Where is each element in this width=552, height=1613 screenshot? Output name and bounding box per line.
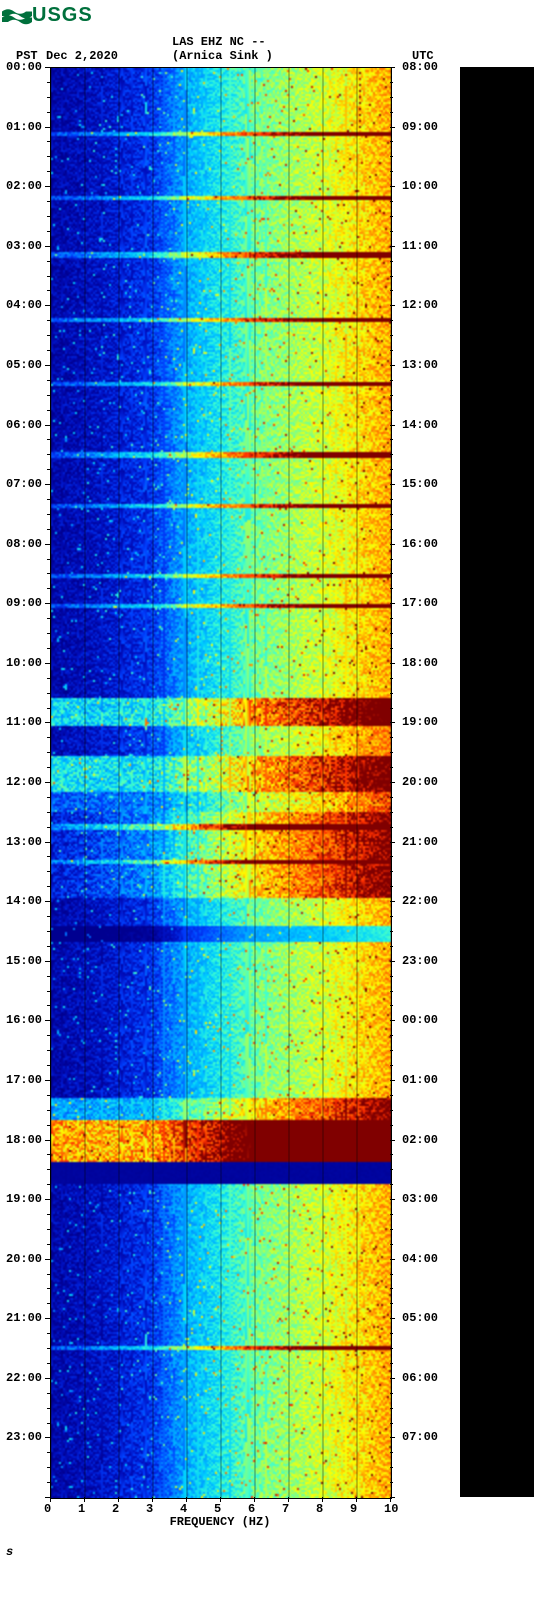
- plot-area: [50, 67, 392, 1499]
- y-right-tick-label: 16:00: [402, 537, 438, 551]
- x-tick-label: 1: [78, 1502, 85, 1516]
- y-right-tick-label: 05:00: [402, 1311, 438, 1325]
- y-left-tick-label: 00:00: [6, 60, 42, 74]
- y-left-tick-label: 08:00: [6, 537, 42, 551]
- y-right-tick-label: 20:00: [402, 775, 438, 789]
- usgs-wave-icon: [2, 7, 32, 25]
- y-left-tick-label: 11:00: [6, 715, 42, 729]
- y-right-tick-label: 18:00: [402, 656, 438, 670]
- y-left-tick-label: 20:00: [6, 1252, 42, 1266]
- plot-header: PST Dec 2,2020 LAS EHZ NC -- (Arnica Sin…: [0, 31, 552, 67]
- y-left-tick-label: 10:00: [6, 656, 42, 670]
- y-right-tick-label: 07:00: [402, 1430, 438, 1444]
- y-right-tick-label: 13:00: [402, 358, 438, 372]
- y-left-tick-label: 18:00: [6, 1133, 42, 1147]
- y-right-tick-label: 11:00: [402, 239, 438, 253]
- y-left-tick-label: 02:00: [6, 179, 42, 193]
- y-right-tick-label: 02:00: [402, 1133, 438, 1147]
- y-left-tick-label: 12:00: [6, 775, 42, 789]
- y-right-tick-label: 08:00: [402, 60, 438, 74]
- x-tick-label: 9: [350, 1502, 357, 1516]
- y-right-tick-label: 17:00: [402, 596, 438, 610]
- y-right-tick-label: 10:00: [402, 179, 438, 193]
- x-tick-label: 0: [44, 1502, 51, 1516]
- x-tick-label: 5: [214, 1502, 221, 1516]
- y-right-tick-label: 09:00: [402, 120, 438, 134]
- y-left-tick-label: 04:00: [6, 298, 42, 312]
- y-left-tick-label: 19:00: [6, 1192, 42, 1206]
- y-right-tick-label: 12:00: [402, 298, 438, 312]
- y-left-tick-label: 21:00: [6, 1311, 42, 1325]
- station-line2: (Arnica Sink ): [172, 49, 273, 63]
- x-tick-label: 4: [180, 1502, 187, 1516]
- y-left-tick-label: 22:00: [6, 1371, 42, 1385]
- x-tick-label: 10: [384, 1502, 398, 1516]
- y-left-tick-label: 16:00: [6, 1013, 42, 1027]
- y-right-tick-label: 19:00: [402, 715, 438, 729]
- y-left-tick-label: 13:00: [6, 835, 42, 849]
- spectrogram-canvas: [51, 68, 391, 1498]
- x-tick-label: 3: [146, 1502, 153, 1516]
- x-tick-label: 6: [248, 1502, 255, 1516]
- y-right-tick-label: 15:00: [402, 477, 438, 491]
- y-left-tick-label: 03:00: [6, 239, 42, 253]
- footer-mark: s: [6, 1545, 13, 1559]
- y-right-tick-label: 00:00: [402, 1013, 438, 1027]
- colorbar: [460, 67, 534, 1497]
- spectrogram-plot: 00:00 01:00 02:00 03:00 04:00 05:00 06:00 07:00…: [0, 67, 552, 1557]
- y-right-tick-label: 06:00: [402, 1371, 438, 1385]
- date-label: Dec 2,2020: [46, 49, 118, 63]
- y-right-tick-label: 21:00: [402, 835, 438, 849]
- y-right-tick-label: 01:00: [402, 1073, 438, 1087]
- y-left-tick-label: 14:00: [6, 894, 42, 908]
- x-axis-label: FREQUENCY (HZ): [50, 1515, 390, 1529]
- y-right-tick-label: 22:00: [402, 894, 438, 908]
- y-left-tick-label: 23:00: [6, 1430, 42, 1444]
- y-left-tick-label: 05:00: [6, 358, 42, 372]
- y-left-tick-label: 01:00: [6, 120, 42, 134]
- x-tick-label: 2: [112, 1502, 119, 1516]
- x-tick-label: 8: [316, 1502, 323, 1516]
- x-tick-label: 7: [282, 1502, 289, 1516]
- y-right-tick-label: 14:00: [402, 418, 438, 432]
- usgs-logo-text: USGS: [32, 4, 93, 27]
- y-left-tick-label: 06:00: [6, 418, 42, 432]
- station-line1: LAS EHZ NC --: [172, 35, 266, 49]
- y-right-tick-label: 04:00: [402, 1252, 438, 1266]
- usgs-logo: USGS: [0, 0, 552, 31]
- y-left-tick-label: 15:00: [6, 954, 42, 968]
- y-left-tick-label: 17:00: [6, 1073, 42, 1087]
- y-left-tick-label: 09:00: [6, 596, 42, 610]
- y-left-tick-label: 07:00: [6, 477, 42, 491]
- y-right-tick-label: 23:00: [402, 954, 438, 968]
- y-right-tick-label: 03:00: [402, 1192, 438, 1206]
